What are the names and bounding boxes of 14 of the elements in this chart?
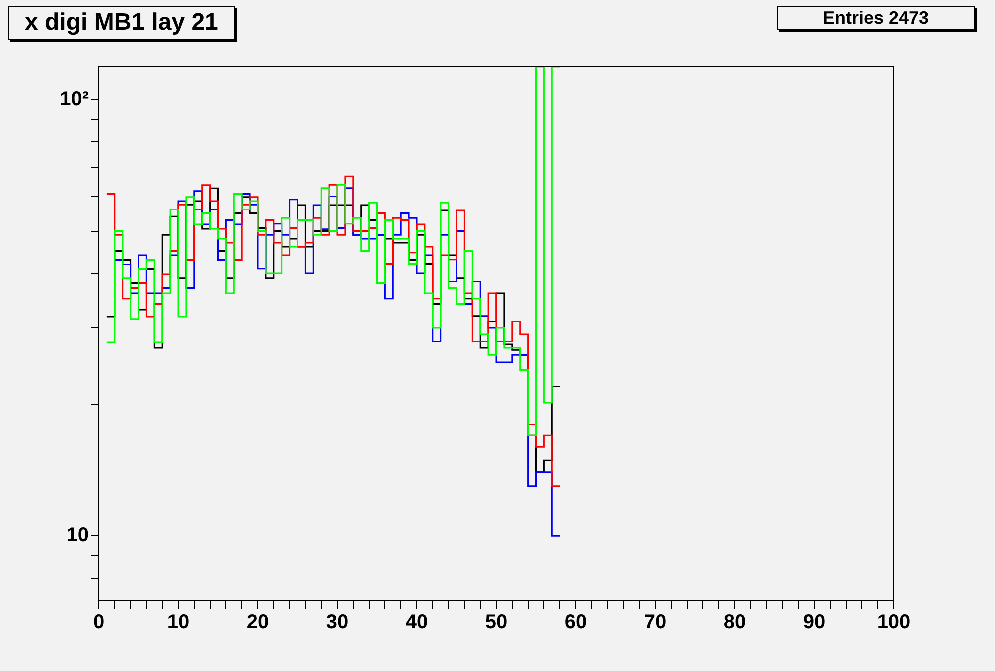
x-tick-label: 40 — [406, 612, 428, 634]
y-tick-label: 10² — [60, 88, 90, 110]
x-tick-label: 0 — [93, 612, 105, 634]
x-tick-label: 10 — [167, 612, 190, 634]
x-tick-label: 50 — [485, 612, 508, 634]
x-tick-label: 80 — [724, 612, 746, 634]
x-tick-label: 60 — [564, 612, 588, 634]
x-tick-label: 30 — [326, 612, 349, 634]
chart-title: x digi MB1 lay 21 — [8, 6, 236, 40]
x-tick-label: 100 — [877, 612, 911, 634]
x-tick-label: 90 — [803, 612, 826, 634]
text: Entries 2473 — [777, 6, 975, 30]
x-tick-label: 20 — [246, 612, 270, 634]
x-tick-label: 70 — [644, 612, 667, 634]
